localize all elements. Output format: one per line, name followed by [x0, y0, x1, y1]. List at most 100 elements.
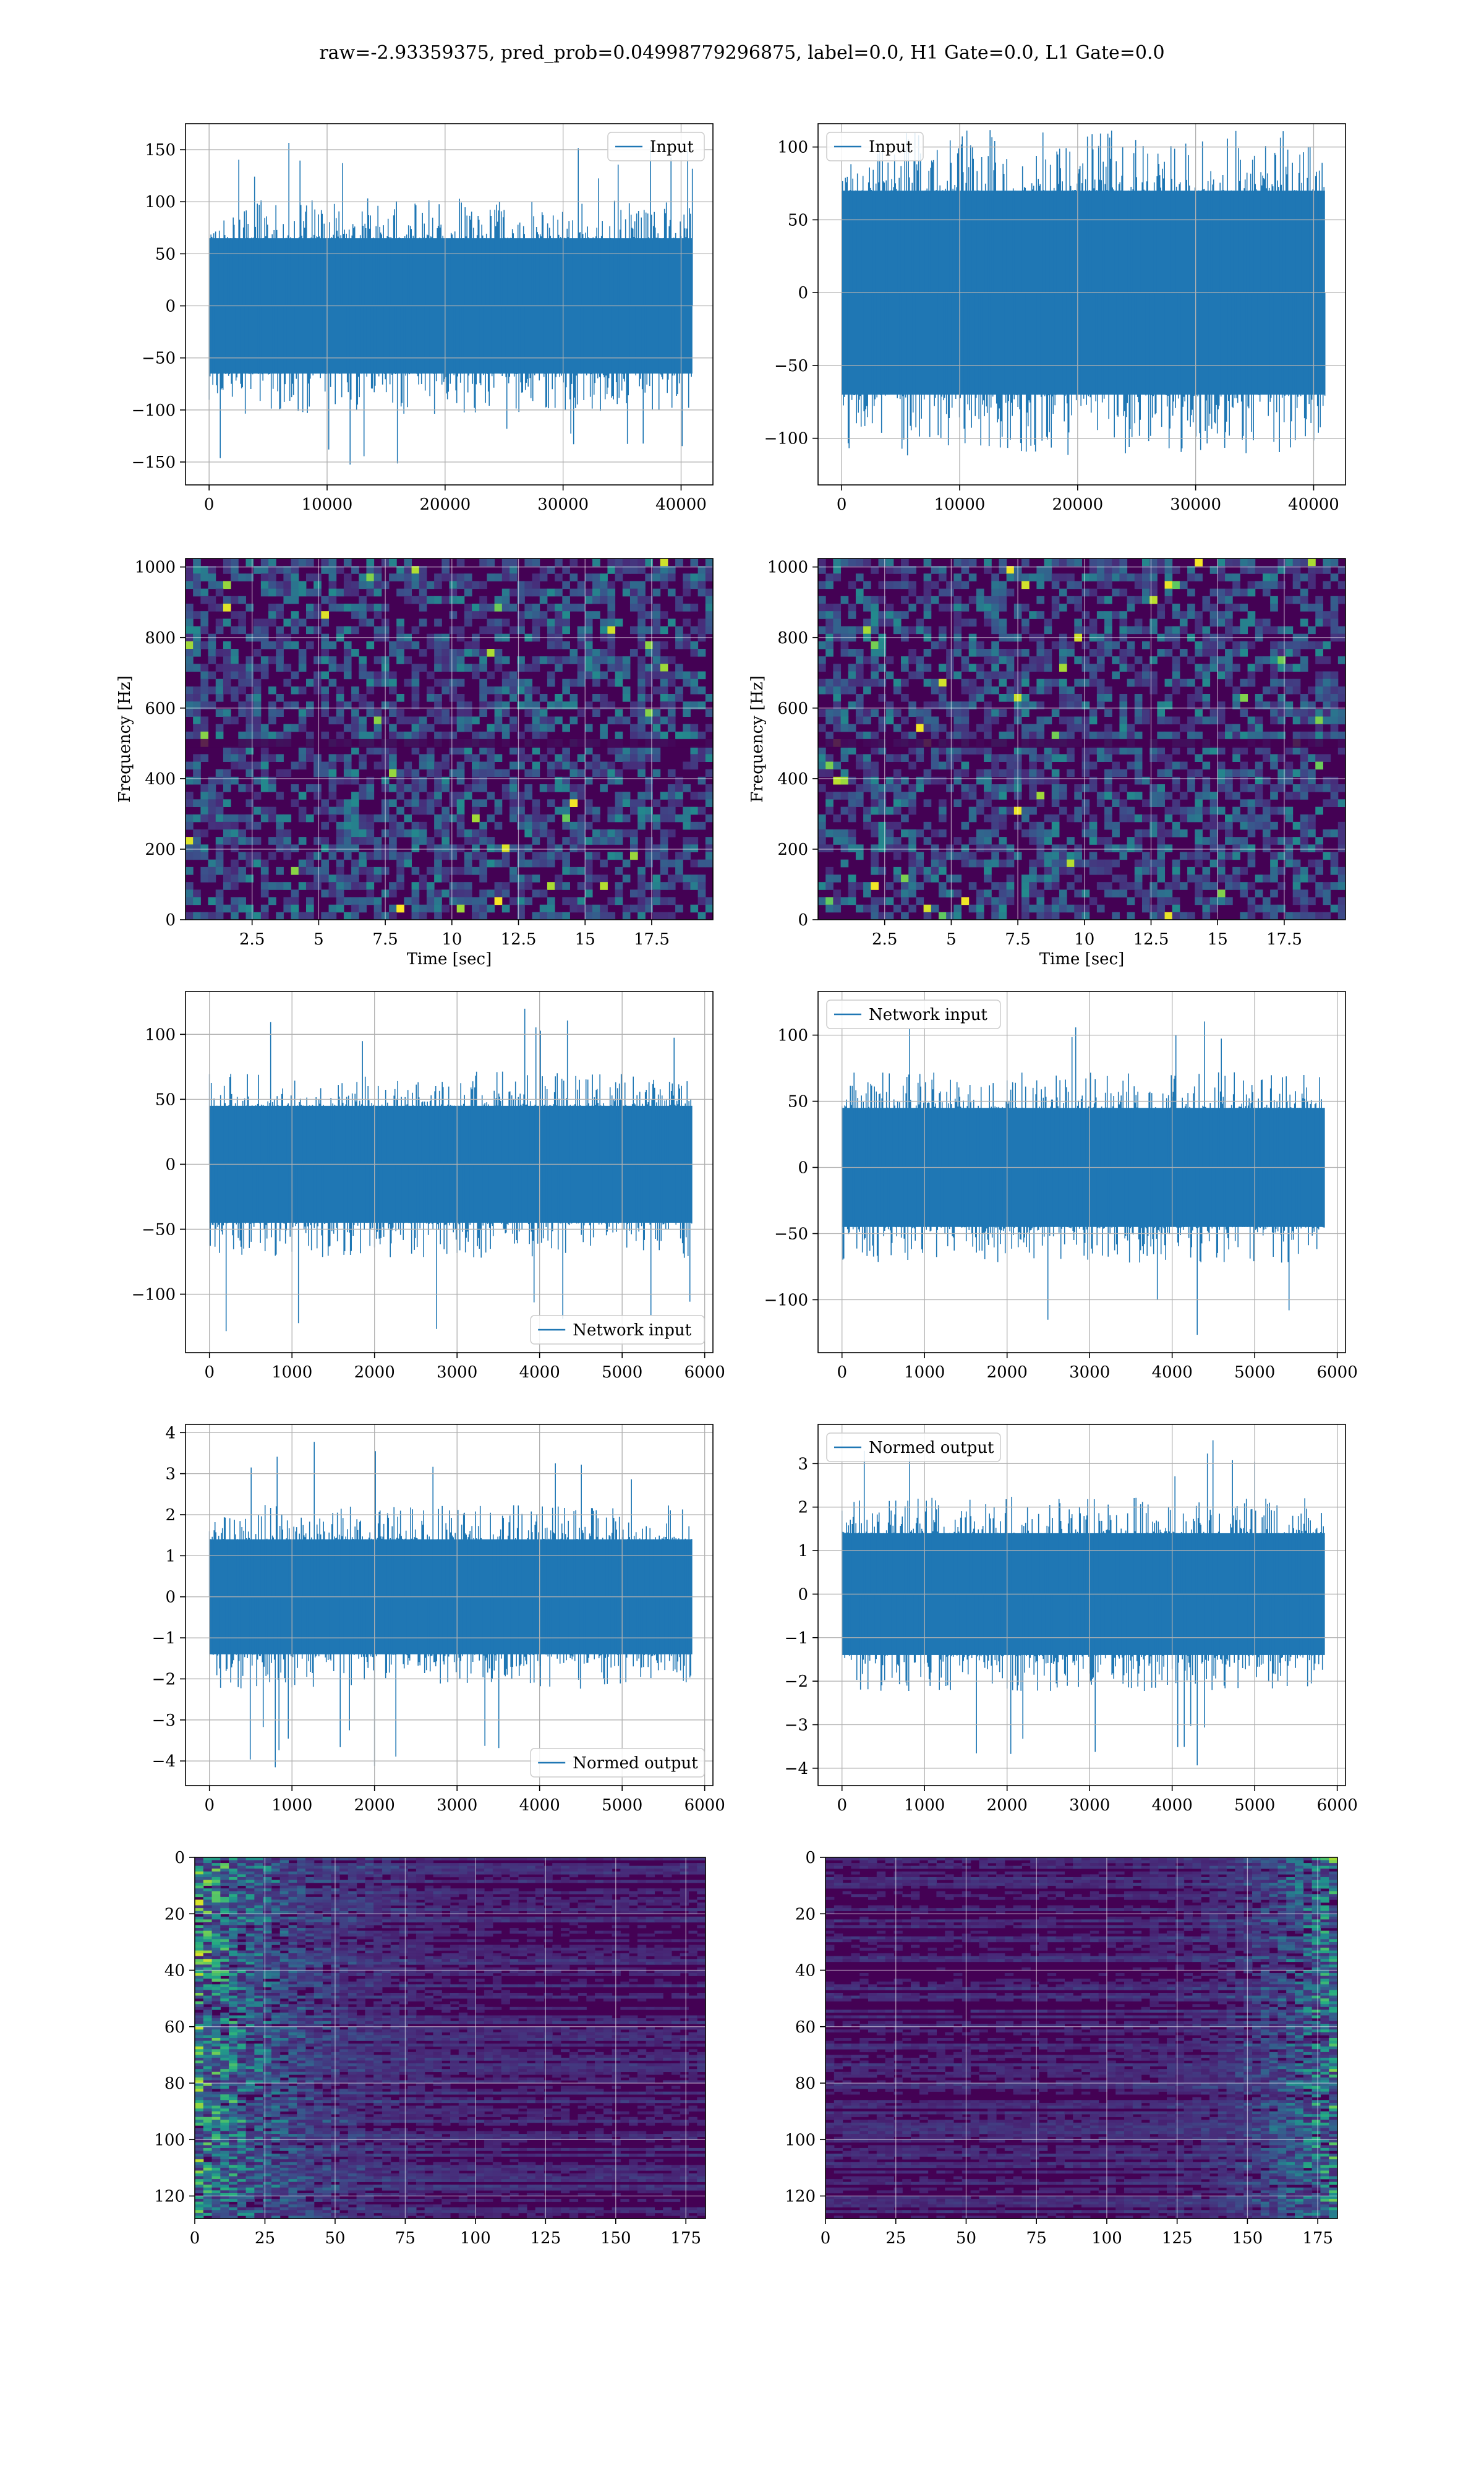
x-tick-label: 6000 — [1317, 1363, 1358, 1382]
y-tick-label: 100 — [785, 2131, 816, 2149]
legend: Normed output — [826, 1432, 1001, 1462]
heatmap-cells — [186, 559, 713, 920]
y-tick-label: −150 — [132, 453, 176, 472]
y-tick-label: 100 — [777, 1027, 808, 1045]
y-tick-label: 3 — [798, 1455, 808, 1473]
legend-entry: Input — [650, 138, 694, 156]
legend-entry: Network input — [869, 1006, 987, 1024]
y-tick-label: 600 — [777, 700, 808, 718]
legend-box — [607, 132, 705, 161]
x-tick-label: 20000 — [419, 495, 471, 514]
y-tick-label: 1000 — [767, 559, 808, 577]
x-tick-label: 0 — [204, 495, 215, 514]
y-tick-label: 2 — [798, 1499, 808, 1517]
legend-entry: Network input — [573, 1321, 691, 1340]
legend-box — [826, 1432, 1001, 1462]
y-tick-label: −4 — [152, 1752, 176, 1771]
heatmap-cells — [818, 559, 1345, 920]
x-axis-label: Time [sec] — [1039, 950, 1125, 969]
x-tick-label: 4000 — [519, 1363, 560, 1382]
x-tick-label: 150 — [600, 2229, 631, 2248]
y-tick-label: −100 — [132, 401, 176, 420]
x-tick-label: 125 — [530, 2229, 561, 2248]
y-tick-label: 0 — [165, 911, 176, 930]
x-tick-label: 50 — [956, 2229, 976, 2248]
legend: Input — [826, 132, 924, 161]
y-tick-label: 40 — [795, 1962, 816, 1980]
x-tick-label: 2000 — [354, 1796, 395, 1815]
x-tick-label: 125 — [1162, 2229, 1193, 2248]
y-tick-label: 100 — [145, 193, 176, 212]
y-tick-label: 0 — [798, 911, 808, 930]
y-tick-label: −1 — [152, 1629, 176, 1648]
x-tick-label: 1000 — [271, 1796, 312, 1815]
y-tick-label: 0 — [805, 1849, 816, 1867]
y-tick-label: −3 — [152, 1711, 176, 1730]
y-tick-label: 1 — [165, 1547, 176, 1565]
x-tick-label: 0 — [837, 1796, 847, 1815]
chart-l1-feature-map: 0 25 50 75 100 125 150 175 0 20 40 60 80 100 120 — [785, 1849, 1338, 2248]
x-tick-label: 15 — [1208, 930, 1228, 949]
axes-frame — [817, 558, 1346, 920]
axes-frame — [185, 123, 714, 486]
x-tick-label: 7.5 — [372, 930, 398, 949]
legend-box — [530, 1748, 705, 1778]
x-tick-label: 75 — [395, 2229, 416, 2248]
x-tick-label: 25 — [255, 2229, 275, 2248]
x-tick-label: 0 — [837, 1363, 847, 1382]
x-tick-label: 10000 — [302, 495, 353, 514]
legend-entry: Normed output — [869, 1439, 994, 1457]
notch-band — [818, 738, 1345, 748]
y-tick-label: 0 — [165, 297, 176, 316]
y-tick-label: −2 — [785, 1672, 808, 1691]
y-tick-label: 50 — [155, 245, 176, 263]
x-tick-label: 175 — [1302, 2229, 1333, 2248]
x-tick-label: 6000 — [684, 1796, 725, 1815]
legend: Network input — [530, 1315, 705, 1345]
y-tick-label: −3 — [785, 1716, 808, 1734]
y-tick-label: 400 — [777, 770, 808, 789]
y-tick-label: −50 — [774, 1225, 808, 1243]
y-tick-label: 120 — [785, 2188, 816, 2206]
x-tick-label: 3000 — [437, 1796, 477, 1815]
x-tick-label: 20000 — [1052, 495, 1103, 514]
x-tick-label: 2.5 — [872, 930, 897, 949]
x-tick-label: 175 — [670, 2229, 701, 2248]
y-tick-label: 0 — [165, 1588, 176, 1607]
y-tick-label: −100 — [764, 430, 808, 448]
x-tick-label: 0 — [190, 2229, 200, 2248]
axes-frame — [817, 991, 1346, 1353]
x-tick-label: 100 — [460, 2229, 491, 2248]
y-tick-label: 80 — [164, 2074, 185, 2093]
y-tick-label: 800 — [777, 629, 808, 648]
x-tick-label: 17.5 — [1266, 930, 1302, 949]
y-tick-label: 0 — [174, 1849, 185, 1867]
x-tick-label: 150 — [1232, 2229, 1263, 2248]
x-tick-label: 0 — [204, 1363, 215, 1382]
y-tick-label: 0 — [798, 284, 808, 302]
y-tick-label: 40 — [164, 1962, 185, 1980]
x-tick-label: 30000 — [537, 495, 589, 514]
x-tick-label: 15 — [575, 930, 595, 949]
y-tick-label: 200 — [145, 841, 176, 859]
x-tick-label: 5000 — [1234, 1796, 1275, 1815]
x-tick-label: 40000 — [1288, 495, 1339, 514]
x-tick-label: 1000 — [904, 1796, 945, 1815]
x-tick-label: 4000 — [1152, 1363, 1193, 1382]
legend: Network input — [826, 999, 1001, 1029]
x-tick-label: 3000 — [437, 1363, 477, 1382]
x-tick-label: 5 — [313, 930, 324, 949]
y-tick-label: −4 — [785, 1760, 808, 1778]
x-tick-label: 100 — [1091, 2229, 1122, 2248]
y-tick-label: −50 — [142, 1220, 176, 1239]
legend: Input — [607, 132, 705, 161]
x-tick-label: 40000 — [655, 495, 707, 514]
y-tick-label: 20 — [795, 1905, 816, 1924]
x-axis-label: Time [sec] — [407, 950, 492, 969]
chart-h1-input: 0 10000 20000 30000 40000 −150 −100 −50 0 50 100 15… — [132, 123, 714, 514]
x-tick-label: 1000 — [271, 1363, 312, 1382]
chart-l1-normed-output: 0 1000 2000 3000 4000 5000 6000 −4 −3 −2 −1 0 1 2 3 Nor… — [785, 1424, 1358, 1815]
notch-band — [186, 738, 713, 748]
y-tick-label: 150 — [145, 141, 176, 160]
chart-l1-spectrogram: 2.5 5 7.5 10 12.5 15 17.5 0 200 400 600 800 1000 Time… — [748, 558, 1346, 969]
